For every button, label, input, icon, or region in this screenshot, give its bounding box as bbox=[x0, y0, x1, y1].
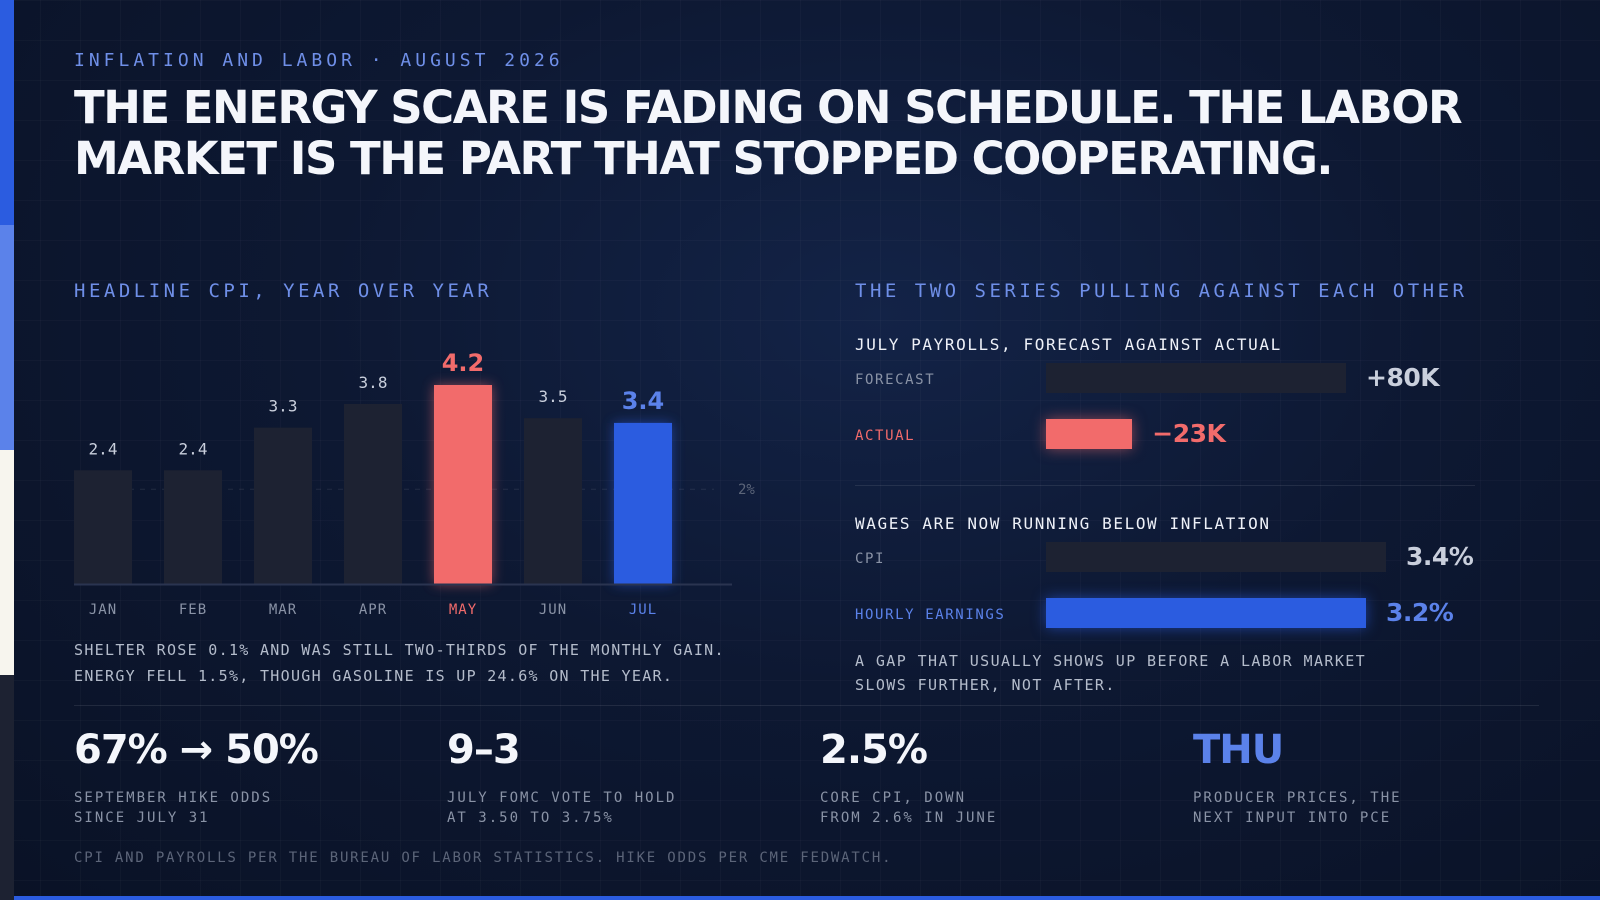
stat-hike-odds-label-line-2: SINCE JULY 31 bbox=[74, 810, 210, 826]
tick-label-jul: JUL bbox=[629, 602, 657, 618]
sidebar-segment-dark bbox=[0, 675, 14, 900]
stat-core-cpi-label-line-2: FROM 2.6% IN JUNE bbox=[820, 810, 998, 826]
cpi-note: SHELTER ROSE 0.1% AND WAS STILL TWO-THIR… bbox=[74, 637, 774, 689]
stat-hike-odds-label: SEPTEMBER HIKE ODDS SINCE JULY 31 bbox=[74, 788, 374, 828]
bar-jul bbox=[614, 422, 672, 584]
value-label-mar: 3.3 bbox=[269, 397, 298, 416]
cpi-note-line-2: ENERGY FELL 1.5%, THOUGH GASOLINE IS UP … bbox=[74, 667, 674, 685]
cpi-row-bar bbox=[1046, 542, 1386, 572]
stat-hike-odds-label-line-1: SEPTEMBER HIKE ODDS bbox=[74, 790, 273, 806]
tick-label-feb: FEB bbox=[179, 602, 207, 618]
tick-label-may: MAY bbox=[449, 602, 477, 618]
stat-core-cpi-label: CORE CPI, DOWN FROM 2.6% IN JUNE bbox=[820, 788, 1120, 828]
hourly-earnings-bar bbox=[1046, 598, 1366, 628]
tick-label-jan: JAN bbox=[89, 602, 117, 618]
wage-gap-note: A GAP THAT USUALLY SHOWS UP BEFORE A LAB… bbox=[855, 649, 1475, 697]
actual-value: −23K bbox=[1152, 419, 1226, 448]
stat-fomc-vote: 9–3 JULY FOMC VOTE TO HOLD AT 3.50 TO 3.… bbox=[447, 728, 747, 828]
stat-producer-prices-label: PRODUCER PRICES, THE NEXT INPUT INTO PCE bbox=[1193, 788, 1493, 828]
stat-producer-prices-label-line-1: PRODUCER PRICES, THE bbox=[1193, 790, 1402, 806]
actual-label: ACTUAL bbox=[855, 428, 916, 444]
hourly-earnings-value: 3.2% bbox=[1386, 598, 1454, 627]
value-label-feb: 2.4 bbox=[179, 439, 208, 458]
forecast-bar bbox=[1046, 363, 1346, 393]
value-label-apr: 3.8 bbox=[359, 373, 388, 392]
sidebar-segment-cream bbox=[0, 450, 14, 675]
value-label-jan: 2.4 bbox=[89, 439, 118, 458]
accent-sidebar bbox=[0, 0, 14, 900]
bar-apr bbox=[344, 403, 402, 584]
cpi-section-title: HEADLINE CPI, YEAR OVER YEAR bbox=[74, 280, 493, 302]
stat-producer-prices-value: THU bbox=[1193, 727, 1284, 773]
stat-core-cpi-label-line-1: CORE CPI, DOWN bbox=[820, 790, 967, 806]
wage-gap-note-line-1: A GAP THAT USUALLY SHOWS UP BEFORE A LAB… bbox=[855, 652, 1367, 670]
bar-feb bbox=[164, 470, 222, 584]
bar-jan bbox=[74, 470, 132, 584]
tick-label-mar: MAR bbox=[269, 602, 297, 618]
cpi-note-line-1: SHELTER ROSE 0.1% AND WAS STILL TWO-THIR… bbox=[74, 641, 725, 659]
cpi-row-value: 3.4% bbox=[1406, 542, 1474, 571]
stat-producer-prices-label-line-2: NEXT INPUT INTO PCE bbox=[1193, 810, 1392, 826]
forecast-value: +80K bbox=[1366, 363, 1440, 392]
series-section-title: THE TWO SERIES PULLING AGAINST EACH OTHE… bbox=[855, 280, 1468, 302]
stat-fomc-vote-value: 9–3 bbox=[447, 727, 521, 773]
series-divider bbox=[855, 485, 1475, 486]
reference-line-label: 2% bbox=[738, 482, 755, 498]
source-footer: CPI AND PAYROLLS PER THE BUREAU OF LABOR… bbox=[74, 850, 893, 866]
stat-fomc-vote-label-line-2: AT 3.50 TO 3.75% bbox=[447, 810, 614, 826]
stat-core-cpi-value: 2.5% bbox=[820, 727, 928, 773]
stat-core-cpi: 2.5% CORE CPI, DOWN FROM 2.6% IN JUNE bbox=[820, 728, 1120, 828]
value-label-jun: 3.5 bbox=[539, 387, 568, 406]
sidebar-segment-light-blue bbox=[0, 225, 14, 450]
value-label-jul: 3.4 bbox=[622, 387, 665, 415]
bar-jun bbox=[524, 418, 582, 584]
kicker: INFLATION AND LABOR · AUGUST 2026 bbox=[74, 50, 564, 71]
stat-hike-odds: 67% → 50% SEPTEMBER HIKE ODDS SINCE JULY… bbox=[74, 728, 374, 828]
bar-may bbox=[434, 385, 492, 584]
actual-bar bbox=[1046, 419, 1133, 449]
bar-mar bbox=[254, 427, 312, 584]
tick-label-apr: APR bbox=[359, 602, 387, 618]
wage-gap-note-line-2: SLOWS FURTHER, NOT AFTER. bbox=[855, 676, 1116, 694]
headline: THE ENERGY SCARE IS FADING ON SCHEDULE. … bbox=[74, 81, 1463, 185]
forecast-label: FORECAST bbox=[855, 372, 936, 388]
payrolls-title: JULY PAYROLLS, FORECAST AGAINST ACTUAL bbox=[855, 335, 1282, 354]
cpi-chart-svg: 2% 2.4 JAN 2.4 FEB 3.3 MAR 3.8 APR 4.2 MAY 3.5 JUN 3.… bbox=[74, 349, 755, 618]
cpi-row-label: CPI bbox=[855, 551, 886, 567]
stat-fomc-vote-label: JULY FOMC VOTE TO HOLD AT 3.50 TO 3.75% bbox=[447, 788, 747, 828]
bottom-accent-line bbox=[14, 896, 1600, 900]
stats-divider bbox=[74, 705, 1539, 706]
sidebar-segment-blue bbox=[0, 0, 14, 225]
stat-producer-prices: THU PRODUCER PRICES, THE NEXT INPUT INTO… bbox=[1193, 728, 1493, 828]
stat-fomc-vote-label-line-1: JULY FOMC VOTE TO HOLD bbox=[447, 790, 677, 806]
cpi-bar-chart: 2% 2.4 JAN 2.4 FEB 3.3 MAR 3.8 APR 4.2 MAY 3.5 JUN 3.… bbox=[60, 330, 780, 630]
wages-title: WAGES ARE NOW RUNNING BELOW INFLATION bbox=[855, 514, 1271, 533]
tick-label-jun: JUN bbox=[539, 602, 567, 618]
value-label-may: 4.2 bbox=[442, 349, 485, 377]
stat-hike-odds-value: 67% → 50% bbox=[74, 727, 319, 773]
hourly-earnings-label: HOURLY EARNINGS bbox=[855, 607, 1006, 623]
